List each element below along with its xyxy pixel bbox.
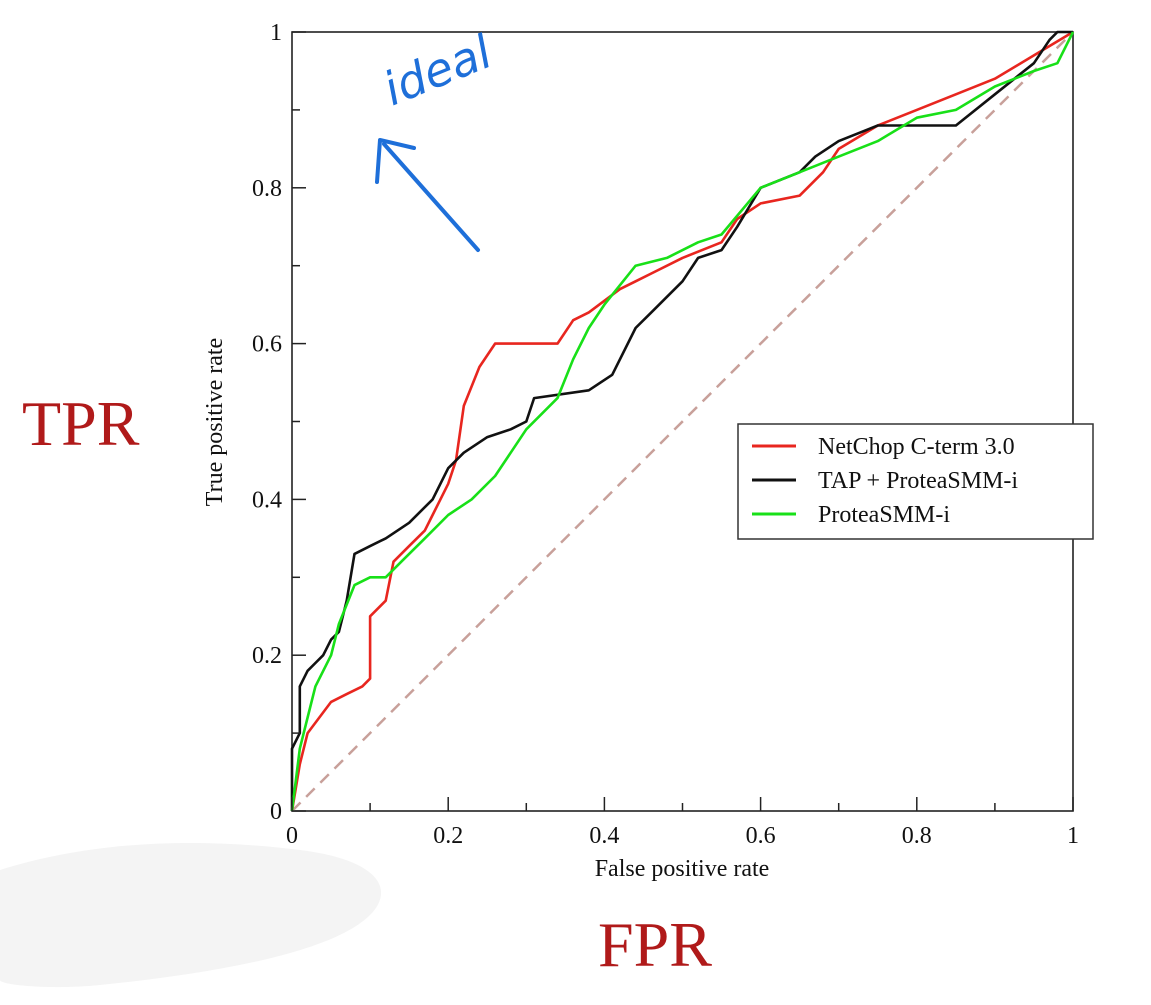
x-tick-label: 0.2 (433, 823, 463, 849)
y-tick-label: 1 (270, 20, 282, 46)
y-tick-label: 0.2 (252, 643, 282, 669)
legend-label-2: TAP + ProteaSMM-i (818, 468, 1018, 494)
y-tick-label: 0.6 (252, 332, 282, 358)
x-tick-label: 0 (286, 823, 298, 849)
ideal-arrow (375, 138, 480, 252)
axis-ticks: 0 0.2 0.4 0.6 0.8 1 0 0.2 0.4 0.6 0.8 1 (252, 20, 1079, 849)
x-axis-title: False positive rate (595, 856, 770, 882)
y-axis-title: True positive rate (202, 338, 228, 506)
tpr-label: TPR (22, 388, 140, 459)
fpr-label: FPR (598, 909, 712, 980)
x-tick-label: 1 (1067, 823, 1079, 849)
legend-box (737, 423, 1094, 540)
x-tick-label: 0.8 (902, 823, 932, 849)
y-tick-label: 0.4 (252, 487, 282, 513)
y-tick-label: 0 (270, 799, 282, 825)
legend-label-3: ProteaSMM-i (818, 502, 950, 528)
x-tick-label: 0.6 (746, 823, 776, 849)
background-smudge (0, 842, 382, 988)
random-reference-line (291, 31, 1074, 812)
series-line-3 (290, 31, 1075, 812)
legend: NetChop C-term 3.0 TAP + ProteaSMM-i Prote… (737, 423, 1094, 540)
x-tick-label: 0.4 (589, 823, 619, 849)
series-line-2 (290, 30, 1073, 811)
legend-label-1: NetChop C-term 3.0 (818, 434, 1015, 460)
y-tick-label: 0.8 (252, 176, 282, 202)
ideal-handwritten-note: ideal (376, 24, 500, 116)
series-line-1 (290, 30, 1074, 812)
